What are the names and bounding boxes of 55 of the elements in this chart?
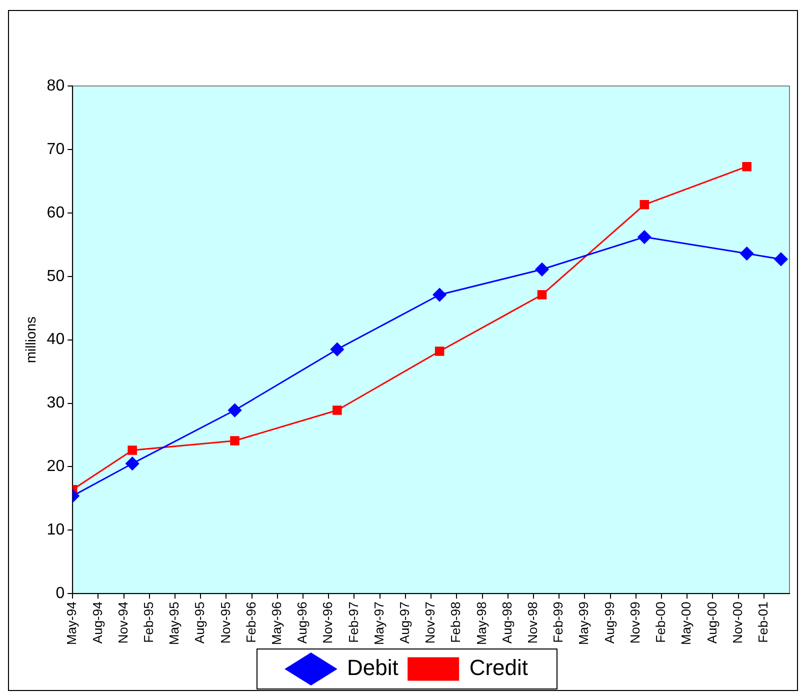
legend-label: Debit xyxy=(346,655,398,680)
x-tick-label: Aug-96 xyxy=(294,602,310,644)
point xyxy=(742,162,752,172)
point xyxy=(638,230,652,244)
x-tick-label: Feb-99 xyxy=(550,602,566,643)
point xyxy=(774,252,788,266)
x-tick-label: Nov-96 xyxy=(320,602,336,644)
point xyxy=(434,346,444,356)
point xyxy=(230,436,240,446)
x-tick-label: May-00 xyxy=(678,602,694,646)
point xyxy=(126,456,140,470)
y-tick-label: 40 xyxy=(46,331,65,348)
point xyxy=(640,200,650,210)
x-tick-label: Aug-94 xyxy=(90,602,105,644)
x-tick-label: Feb-01 xyxy=(755,602,770,643)
y-tick-label: 50 xyxy=(46,268,65,285)
y-tick-label: 80 xyxy=(46,77,65,94)
x-tick-label: Aug-99 xyxy=(602,602,617,644)
x-tick-label: May-96 xyxy=(269,602,284,646)
point xyxy=(228,404,242,418)
legend-label: Credit xyxy=(469,655,528,680)
x-tick-label: Feb-97 xyxy=(346,602,361,643)
x-tick-label: Feb-95 xyxy=(140,602,156,643)
x-tick-label: Feb-00 xyxy=(653,602,668,643)
y-tick-label: 70 xyxy=(46,140,65,158)
x-tick-label: May-94 xyxy=(64,602,80,646)
y-tick-label: 10 xyxy=(46,522,65,539)
y-tick-label: 30 xyxy=(46,394,65,412)
point xyxy=(432,288,446,302)
x-tick-label: Feb-96 xyxy=(243,602,258,643)
x-tick-label: Aug-95 xyxy=(192,602,208,644)
x-tick-label: Nov-00 xyxy=(730,602,745,644)
y-tick-label: 20 xyxy=(46,458,65,476)
x-tick-label: May-99 xyxy=(576,602,592,646)
x-tick-label: May-98 xyxy=(474,602,489,646)
x-tick-label: Nov-97 xyxy=(422,602,438,644)
x-tick-label: Feb-98 xyxy=(448,602,464,643)
x-tick-label: Nov-95 xyxy=(218,602,233,644)
point xyxy=(128,446,137,455)
y-axis-title: millions xyxy=(22,316,38,364)
point xyxy=(330,342,344,356)
point xyxy=(535,262,549,276)
x-tick-label: May-95 xyxy=(166,602,182,646)
x-tick-label: Aug-98 xyxy=(499,602,514,644)
x-tick-label: May-97 xyxy=(371,602,386,646)
y-tick-label: 0 xyxy=(56,585,65,602)
x-tick-label: Nov-98 xyxy=(525,602,540,644)
x-tick-label: Aug-97 xyxy=(397,602,412,644)
y-tick-label: 60 xyxy=(46,204,65,222)
point xyxy=(332,406,342,415)
point xyxy=(740,246,754,260)
x-tick-label: Nov-94 xyxy=(115,602,130,644)
x-tick-label: Aug-00 xyxy=(704,602,720,644)
point xyxy=(537,290,547,300)
x-tick-label: Nov-99 xyxy=(627,602,642,644)
